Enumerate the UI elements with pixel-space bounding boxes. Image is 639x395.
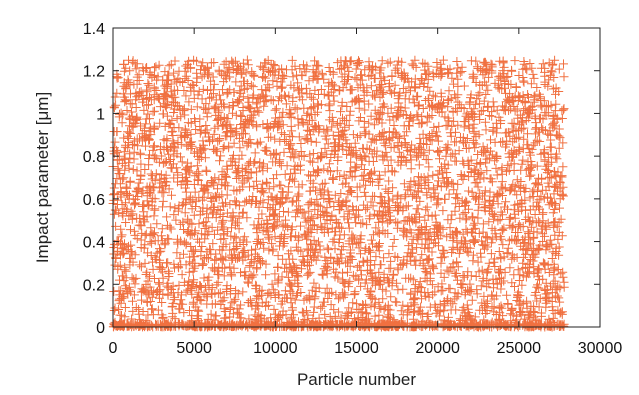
scatter-markers [108,55,569,332]
y-tick-label: 0.2 [83,277,105,294]
y-tick-label: 0.8 [83,149,105,166]
y-axis-title: Impact parameter [μm] [33,92,52,263]
y-tick-label: 0.6 [83,192,105,209]
y-tick-label: 1 [96,106,105,123]
x-tick-label: 5000 [176,340,212,357]
x-tick-label: 25000 [497,340,542,357]
data-points [108,55,569,332]
y-tick-label: 1.4 [83,21,105,38]
y-tick-label: 0 [96,320,105,337]
x-tick-label: 30000 [578,340,623,357]
x-tick-label: 20000 [415,340,460,357]
y-tick-labels: 0 0.2 0.4 0.6 0.8 1 1.2 1.4 [83,21,105,337]
y-tick-label: 1.2 [83,64,105,81]
x-axis-title: Particle number [297,370,416,389]
x-tick-label: 15000 [334,340,379,357]
x-tick-labels: 0 5000 10000 15000 20000 25000 30000 [109,340,623,357]
x-tick-label: 0 [109,340,118,357]
axis-ticks [112,27,601,328]
y-tick-label: 0.4 [83,235,105,252]
x-tick-label: 10000 [253,340,298,357]
